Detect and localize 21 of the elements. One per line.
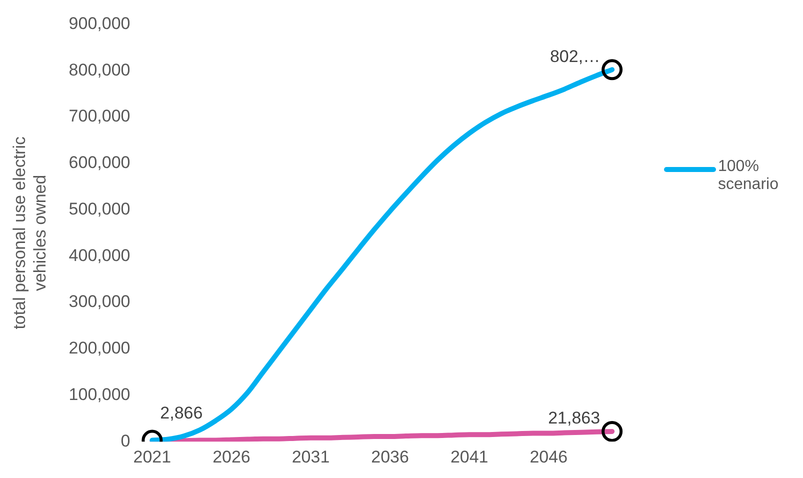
- y-tick-label: 400,000: [68, 246, 130, 265]
- x-tick-label: 2031: [292, 447, 330, 466]
- legend-label: 100% scenario: [718, 158, 780, 194]
- x-tick-label: 2036: [371, 447, 409, 466]
- y-tick-label: 900,000: [68, 14, 130, 33]
- y-tick-label: 600,000: [68, 153, 130, 172]
- y-tick-label: 300,000: [68, 292, 130, 312]
- y-tick-label: 800,000: [68, 60, 130, 80]
- data-label: 2,866: [160, 403, 203, 422]
- y-tick-label: 100,000: [68, 384, 130, 404]
- y-tick-label: 200,000: [68, 338, 130, 358]
- y-tick-label: 0: [120, 431, 130, 450]
- x-tick-label: 2021: [133, 447, 172, 466]
- y-tick-label: 500,000: [68, 199, 130, 218]
- x-tick-label: 2026: [212, 447, 250, 466]
- y-axis-title: total personal use electric vehicles owned: [10, 136, 50, 330]
- data-label: 802,…: [550, 46, 600, 66]
- y-tick-label: 700,000: [68, 106, 130, 126]
- x-tick-label: 2046: [530, 447, 568, 466]
- data-label: 21,863: [548, 408, 600, 428]
- x-tick-label: 2041: [450, 447, 488, 466]
